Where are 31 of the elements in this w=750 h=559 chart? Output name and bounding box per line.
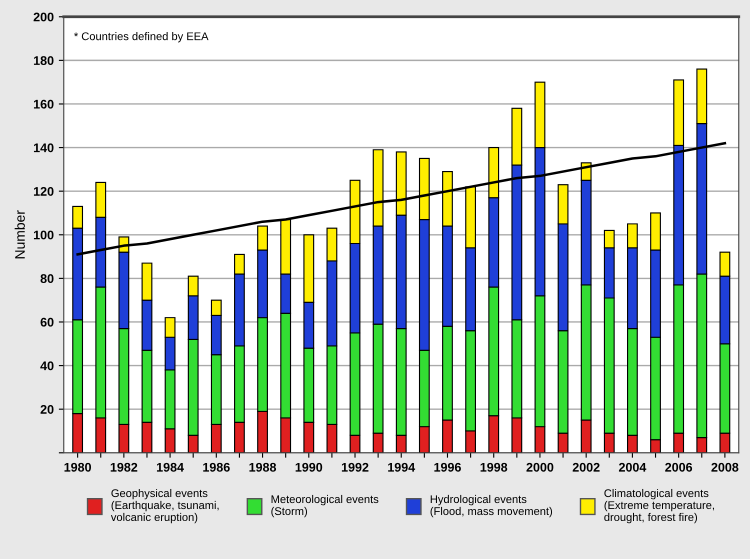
x-tick-label: 2000	[526, 462, 554, 472]
y-tick-label: 200	[34, 12, 54, 22]
y-tick-label: 20	[40, 404, 54, 414]
y-tick-label: 160	[34, 100, 54, 109]
x-tick-label: 1994	[388, 462, 416, 472]
x-tick-label: 1984	[156, 462, 184, 472]
y-tick-label: 60	[40, 318, 54, 327]
y-tick-label: 100	[34, 230, 54, 240]
x-tick-label: 1986	[203, 462, 230, 472]
x-tick-label: 1988	[249, 462, 276, 472]
x-tick-label: 1998	[480, 462, 508, 472]
x-tick-label: 1982	[110, 462, 138, 472]
y-tick-label: 180	[34, 56, 54, 66]
y-axis-title: Number	[14, 210, 25, 258]
y-tick-label: 120	[34, 186, 54, 196]
x-tick-label: 2002	[572, 462, 600, 472]
x-tick-label: 2008	[711, 462, 738, 472]
legend-label: Geophysical events (Earthquake, tsunami, volcanic eruption)	[110, 488, 219, 524]
x-tick-label: 1980	[64, 462, 92, 472]
x-tick-label: 1992	[342, 462, 368, 472]
y-tick-label: 80	[40, 274, 54, 284]
x-tick-label: 2006	[665, 462, 692, 472]
annotation: * Countries defined by EEA	[74, 32, 208, 42]
y-tick-label: 40	[40, 361, 54, 370]
legend-label: Meteorological events (Storm)	[271, 494, 378, 518]
y-tick-label: 140	[34, 143, 54, 152]
x-tick-label: 1996	[434, 462, 461, 472]
x-tick-label: 2004	[618, 462, 646, 472]
x-tick-label: 1990	[296, 462, 322, 472]
legend-label: Hydrological events (Flood, mass movement)	[430, 494, 552, 518]
legend-label: Climatological events (Extreme temperature, drought, forest fire)	[604, 488, 714, 524]
